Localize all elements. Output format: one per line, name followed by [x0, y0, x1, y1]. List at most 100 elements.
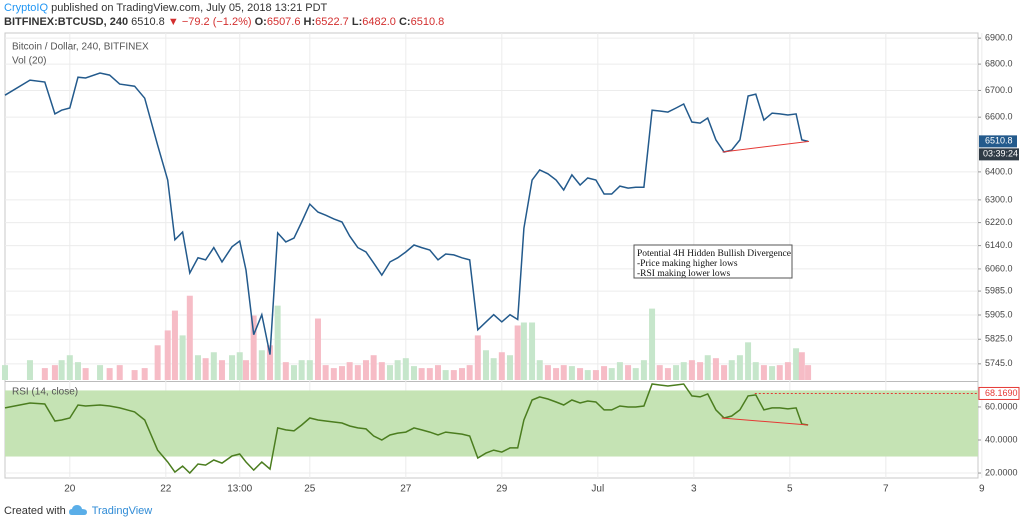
volume-bar [458, 368, 465, 380]
volume-bar [529, 322, 536, 380]
volume-bar [712, 358, 719, 380]
volume-bar [66, 355, 73, 380]
volume-bar [229, 355, 236, 380]
volume-bar [402, 358, 409, 380]
y-tick-label: 6400.0 [985, 166, 1013, 176]
volume-bar [426, 368, 433, 380]
x-tick-label: 7 [883, 484, 889, 495]
volume-bar [805, 365, 812, 380]
grid [5, 33, 983, 478]
logo [68, 505, 87, 515]
y-tick-label: 6140.0 [985, 240, 1013, 250]
volume-bar [314, 318, 321, 380]
volume-bar [386, 365, 393, 380]
last-price-box [979, 135, 1017, 148]
footer: Created with TradingView [4, 502, 152, 517]
volume-bar [236, 352, 243, 380]
y-tick-label: 60.0000 [985, 401, 1018, 411]
volume-bar [649, 308, 656, 380]
volume-bar [141, 368, 148, 380]
volume-bar [362, 360, 369, 380]
x-tick-label: 9 [979, 484, 985, 495]
volume-bar [186, 295, 193, 380]
o-label: O: [254, 16, 267, 28]
volume-bar [704, 355, 711, 380]
volume-bar [298, 360, 305, 380]
annotation-line: -Price making higher lows [637, 259, 738, 269]
change: −79.2 (−1.2%) [181, 16, 252, 28]
level-label: 68.1690 [985, 388, 1018, 398]
arrow: ▼ [167, 16, 179, 28]
y-tick-label: 5985.0 [985, 285, 1013, 295]
volume-bar [632, 368, 639, 380]
volume-bar [728, 360, 735, 380]
y-tick-label: 6800.0 [985, 58, 1013, 68]
volume-bar [688, 360, 695, 380]
legend-entry: Bitcoin / Dollar, 240, BITFINEX [12, 42, 149, 53]
volume-bar [482, 350, 489, 380]
x-tick-label: Jul [591, 484, 604, 495]
y-tick-label: 5825.0 [985, 334, 1013, 344]
volume-bar [378, 362, 385, 380]
volume-bar [584, 370, 591, 380]
volume-bar [560, 365, 567, 380]
l-label: L: [351, 16, 363, 28]
volume-bar [601, 366, 608, 380]
y-tick-label: 40.0000 [985, 434, 1018, 444]
x-tick-label: 13:00 [227, 484, 252, 495]
y-tick-label: 6600.0 [985, 112, 1013, 122]
trend-line [722, 140, 810, 153]
volume-bar [346, 362, 353, 380]
x-tick-label: 20 [64, 484, 76, 495]
x-tick-label: 5 [787, 484, 793, 495]
y-tick-label: 5905.0 [985, 309, 1013, 319]
rsi-band [5, 390, 978, 457]
volume-bar [616, 362, 623, 380]
volume-bar [736, 355, 743, 380]
series-line [4, 72, 809, 355]
volume-bar [656, 365, 663, 380]
volume-bar [194, 355, 201, 380]
volume-bar [506, 355, 513, 380]
chart: 6900.0 6800.0 6700.0 6600.0 6400.0 6300.0 6220… [2, 32, 1020, 495]
author[interactable]: CryptoIQ [4, 2, 49, 14]
created: Created with [4, 505, 66, 517]
volume-bar [322, 365, 329, 380]
volume-bar [592, 370, 599, 380]
annotation-line: Potential 4H Hidden Bullish Divergence [637, 249, 791, 259]
x-tick-label: 27 [400, 484, 412, 495]
volume-bar [26, 360, 33, 380]
volume-bar [2, 365, 8, 380]
volume-bar [442, 370, 449, 380]
trend-line [721, 417, 809, 426]
volume-bar [210, 352, 217, 380]
volume-bar [370, 355, 377, 380]
volume-bar [418, 368, 425, 380]
last: 6510.8 [131, 16, 165, 28]
volume-bar [664, 368, 671, 380]
volume-bar [82, 368, 89, 380]
volume-bar [330, 368, 337, 380]
volume-bar [793, 348, 800, 380]
volume-bar [154, 345, 161, 380]
volume-bar [784, 362, 791, 380]
volume-bar [466, 365, 473, 380]
close: 6510.8 [410, 16, 445, 28]
volume-bar [769, 366, 776, 380]
volume-bar [553, 368, 560, 380]
volume-bar [171, 310, 178, 380]
volume-bar [745, 342, 752, 380]
x-tick-label: 25 [304, 484, 316, 495]
brand[interactable]: TradingView [91, 505, 153, 517]
legend-entry: Vol (20) [12, 56, 46, 67]
volume-bar [131, 370, 138, 380]
volume-bar [673, 365, 680, 380]
volume-bar [218, 360, 225, 380]
volume-bar [179, 335, 186, 380]
last-price: 6510.8 [985, 136, 1013, 146]
volume-bar [41, 368, 48, 380]
symbol-line: BITFINEX:BTCUSD, 240 6510.8 ▼ −79.2 (−1.… [4, 16, 444, 28]
volume-bar [354, 365, 361, 380]
pane-border [4, 32, 979, 479]
volume-bar [51, 365, 58, 380]
